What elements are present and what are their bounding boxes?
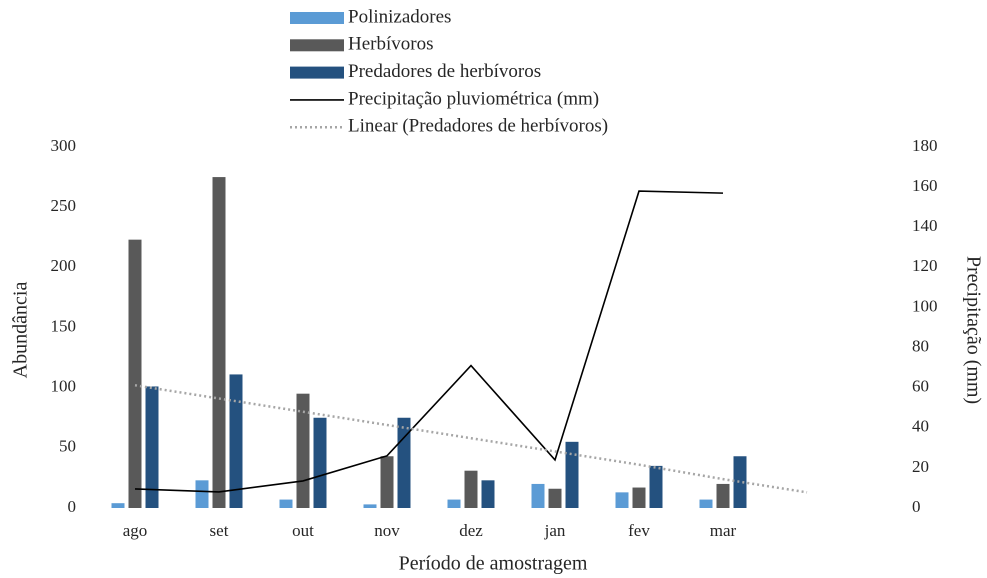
bar: [313, 417, 327, 508]
bar: [716, 483, 730, 508]
bar: [363, 504, 377, 508]
y2-tick-label: 100: [912, 296, 938, 315]
x-tick-label: set: [210, 521, 229, 540]
bar: [279, 499, 293, 508]
bar: [699, 499, 713, 508]
y2-tick-label: 0: [912, 497, 921, 516]
y-tick-label: 50: [59, 437, 76, 456]
legend-swatch: [290, 39, 344, 52]
bar: [111, 503, 125, 508]
x-tick-label: nov: [374, 521, 400, 540]
bar: [145, 386, 159, 508]
y-tick-label: 250: [51, 196, 77, 215]
y2-tick-label: 60: [912, 377, 929, 396]
bar: [481, 480, 495, 508]
bar: [531, 483, 545, 508]
y2-tick-label: 140: [912, 216, 938, 235]
legend-label: Herbívoros: [348, 34, 433, 55]
y2-tick-label: 180: [912, 136, 938, 155]
bar: [128, 239, 142, 508]
legend-swatch: [290, 66, 344, 79]
x-tick-label: mar: [710, 521, 737, 540]
x-tick-label: dez: [459, 521, 483, 540]
trend-line: [134, 384, 808, 494]
bar: [649, 465, 663, 508]
bar: [229, 374, 243, 508]
bar: [397, 417, 411, 508]
bar: [733, 456, 747, 508]
y-axis-title: Abundância: [10, 282, 32, 379]
bar: [195, 480, 209, 508]
bar: [464, 470, 478, 508]
y2-tick-label: 20: [912, 457, 929, 476]
legend-swatch: [290, 12, 344, 24]
y2-tick-label: 160: [912, 176, 938, 195]
y2-axis-title: Precipitação (mm): [962, 256, 984, 404]
bar: [212, 177, 226, 509]
bar: [565, 441, 579, 508]
y-tick-label: 100: [51, 377, 77, 396]
y-tick-label: 150: [51, 316, 77, 335]
x-tick-label: fev: [628, 521, 650, 540]
legend-label: Predadores de herbívoros: [348, 61, 541, 82]
x-tick-label: jan: [544, 521, 566, 540]
legend-label: Precipitação pluviométrica (mm): [348, 88, 599, 109]
x-axis-title: Período de amostragem: [399, 553, 588, 575]
y-tick-label: 0: [68, 497, 77, 516]
bar: [632, 487, 646, 508]
bar: [615, 492, 629, 508]
x-tick-label: ago: [123, 521, 148, 540]
y2-tick-label: 120: [912, 256, 938, 275]
y2-tick-label: 80: [912, 336, 929, 355]
bar: [447, 499, 461, 508]
line: [134, 190, 724, 493]
y-tick-label: 300: [51, 136, 77, 155]
y-tick-label: 200: [51, 256, 77, 275]
x-tick-label: out: [292, 521, 314, 540]
bar: [380, 456, 394, 508]
y2-tick-label: 40: [912, 417, 929, 436]
legend-label: Linear (Predadores de herbívoros): [348, 116, 608, 137]
bar: [548, 488, 562, 508]
legend-label: Polinizadores: [348, 6, 451, 27]
